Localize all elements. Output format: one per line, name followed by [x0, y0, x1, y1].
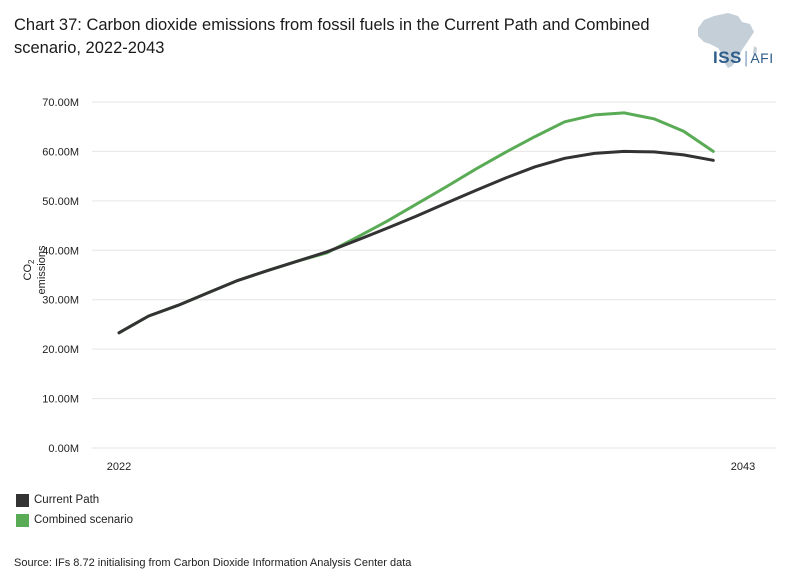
x-tick-label: 2043 — [731, 461, 755, 473]
y-tick-label: 0.00M — [48, 443, 79, 455]
legend-swatch-combined-scenario — [16, 513, 29, 527]
legend-item-current-path[interactable]: Current Path — [16, 490, 133, 510]
legend-label-current-path: Current Path — [34, 494, 100, 506]
y-tick-label: 60.00M — [42, 146, 79, 158]
y-axis-label: CO2 emissions — [22, 245, 49, 295]
x-axis-ticks: 2022 2043 — [107, 461, 755, 473]
y-tick-label: 70.00M — [42, 97, 79, 109]
y-tick-label: 50.00M — [42, 196, 79, 208]
y-tick-label: 20.00M — [42, 344, 79, 356]
source-note: Source: IFs 8.72 initialising from Carbo… — [14, 557, 412, 569]
y-axis-ticks: 0.00M 10.00M 20.00M 30.00M 40.00M 50.00M 60.00… — [42, 97, 79, 455]
series-line-current-path[interactable] — [117, 149, 715, 335]
chart-title: Chart 37: Carbon dioxide emissions from … — [14, 16, 650, 57]
legend-label-combined-scenario: Combined scenario — [34, 514, 134, 526]
iss-afi-logo: ISS | AFI — [713, 48, 774, 67]
y-tick-label: 10.00M — [42, 394, 79, 406]
x-tick-label: 2022 — [107, 461, 131, 473]
y-tick-label: 30.00M — [42, 295, 79, 307]
legend: Current Path Combined scenario — [16, 490, 133, 530]
legend-item-combined-scenario[interactable]: Combined scenario — [16, 510, 133, 530]
africa-map-icon — [698, 13, 757, 68]
y-tick-label: 40.00M — [42, 245, 79, 257]
legend-swatch-current-path — [16, 493, 29, 507]
series-lines — [117, 111, 715, 335]
